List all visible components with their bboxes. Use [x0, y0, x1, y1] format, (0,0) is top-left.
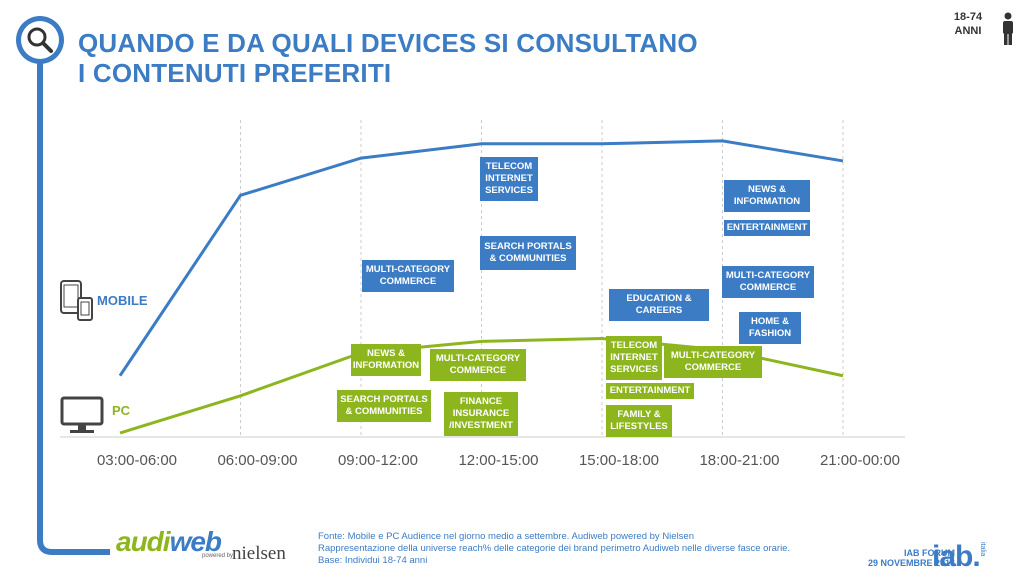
page-title: QUANDO E DA QUALI DEVICES SI CONSULTANO …	[78, 28, 698, 88]
source-note: Fonte: Mobile e PC Audience nel giorno m…	[318, 531, 790, 567]
x-tick-label: 03:00-06:00	[97, 452, 177, 469]
mobile-tablet-icon	[60, 280, 93, 321]
pc-annotation: NEWS & INFORMATION	[351, 344, 421, 376]
mobile-annotation: MULTI-CATEGORY COMMERCE	[722, 266, 814, 298]
audiweb-logo: audiweb	[116, 526, 222, 557]
event-date: 29 NOVEMBRE 2016	[868, 558, 956, 568]
mobile-annotation: SEARCH PORTALS & COMMUNITIES	[480, 236, 576, 270]
pc-annotation: ENTERTAINMENT	[606, 383, 694, 399]
pc-annotation: SEARCH PORTALS & COMMUNITIES	[337, 390, 431, 422]
mobile-annotation: HOME & FASHION	[739, 312, 801, 344]
nielsen-logo: nielsen	[232, 543, 286, 564]
x-tick-label: 15:00-18:00	[579, 452, 659, 469]
title-line-1: QUANDO E DA QUALI DEVICES SI CONSULTANO	[78, 28, 698, 58]
age-range: 18-74	[953, 11, 983, 23]
magnifier-icon	[16, 16, 64, 64]
pc-annotation: MULTI-CATEGORY COMMERCE	[664, 346, 762, 378]
pc-annotation: MULTI-CATEGORY COMMERCE	[430, 349, 526, 381]
iab-country: italia	[979, 542, 986, 557]
mobile-annotation: ENTERTAINMENT	[724, 220, 810, 236]
monitor-icon	[60, 396, 104, 433]
pc-annotation: FAMILY & LIFESTYLES	[606, 405, 672, 437]
age-unit: ANNI	[954, 25, 982, 37]
x-tick-label: 12:00-15:00	[458, 452, 538, 469]
title-line-2: I CONTENUTI PREFERITI	[78, 58, 392, 88]
x-tick-label: 09:00-12:00	[338, 452, 418, 469]
pc-annotation: FINANCE INSURANCE /INVESTMENT	[444, 392, 518, 436]
mobile-annotation: MULTI-CATEGORY COMMERCE	[362, 260, 454, 292]
grid-lines	[240, 120, 844, 437]
mobile-series-label: MOBILE	[97, 293, 148, 308]
pc-series-label: PC	[112, 403, 131, 418]
x-tick-labels: 03:00-06:00 06:00-09:00 09:00-12:00 12:00-1…	[97, 452, 900, 469]
powered-by-text: powered by	[202, 553, 234, 559]
mobile-annotation: NEWS & INFORMATION	[724, 180, 810, 212]
source-line: Rappresentazione della universe reach% d…	[318, 543, 791, 554]
x-tick-label: 18:00-21:00	[699, 452, 779, 469]
series-line-mobile	[118, 139, 844, 377]
event-info: IAB FORUM 29 NOVEMBRE 2016	[868, 548, 955, 568]
pc-annotation: TELECOM INTERNET SERVICES	[606, 336, 662, 380]
age-badge: 18-74 ANNI	[942, 10, 994, 38]
source-line: Fonte: Mobile e PC Audience nel giorno m…	[318, 531, 694, 542]
event-name: IAB FORUM	[904, 548, 956, 558]
person-icon	[1003, 12, 1013, 45]
x-tick-label: 06:00-09:00	[217, 452, 297, 469]
x-tick-label: 21:00-00:00	[820, 452, 900, 469]
mobile-annotation: EDUCATION & CAREERS	[609, 289, 709, 321]
mobile-annotation: TELECOM INTERNET SERVICES	[480, 157, 538, 201]
source-line: Base: Individui 18-74 anni	[318, 555, 428, 566]
iab-logo: iab.	[932, 540, 981, 573]
